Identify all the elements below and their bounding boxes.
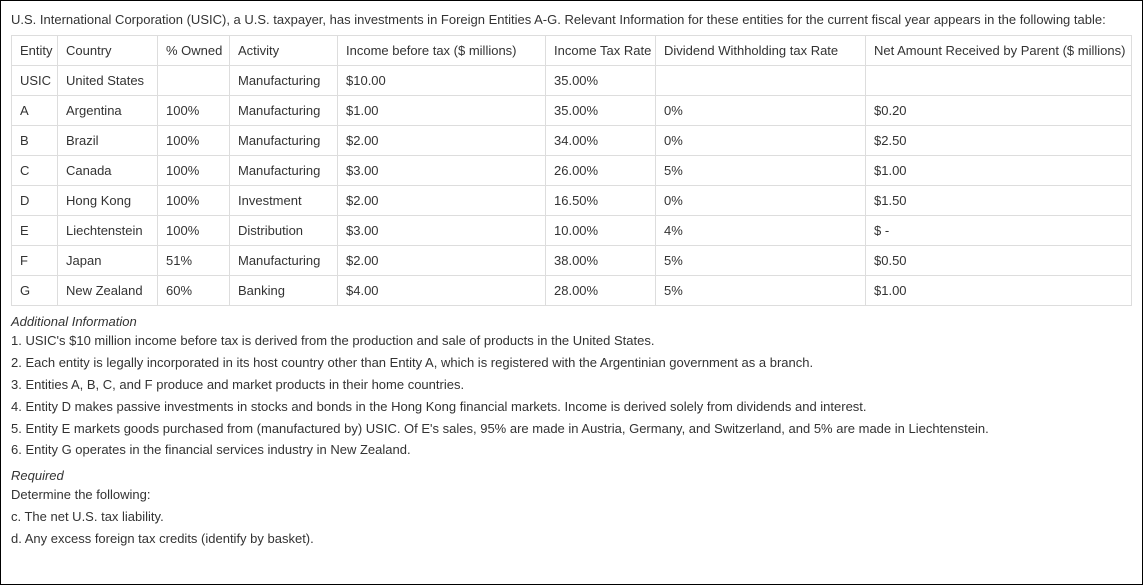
additional-info-heading: Additional Information xyxy=(11,314,1132,329)
required-c: c. The net U.S. tax liability. xyxy=(11,508,1132,527)
col-entity: Entity xyxy=(12,36,58,66)
cell-withhold: 0% xyxy=(656,96,866,126)
col-income: Income before tax ($ millions) xyxy=(338,36,546,66)
table-row: D Hong Kong 100% Investment $2.00 16.50%… xyxy=(12,186,1132,216)
cell-entity: B xyxy=(12,126,58,156)
cell-withhold: 0% xyxy=(656,126,866,156)
cell-income: $10.00 xyxy=(338,66,546,96)
cell-withhold: 4% xyxy=(656,216,866,246)
cell-entity: D xyxy=(12,186,58,216)
cell-country: New Zealand xyxy=(58,276,158,306)
cell-country: Canada xyxy=(58,156,158,186)
cell-taxrate: 38.00% xyxy=(546,246,656,276)
cell-owned: 100% xyxy=(158,156,230,186)
cell-income: $3.00 xyxy=(338,156,546,186)
cell-withhold: 5% xyxy=(656,156,866,186)
cell-entity: USIC xyxy=(12,66,58,96)
cell-taxrate: 35.00% xyxy=(546,96,656,126)
table-row: C Canada 100% Manufacturing $3.00 26.00%… xyxy=(12,156,1132,186)
table-header-row: Entity Country % Owned Activity Income b… xyxy=(12,36,1132,66)
cell-net: $1.00 xyxy=(866,276,1132,306)
cell-owned: 100% xyxy=(158,126,230,156)
table-row: G New Zealand 60% Banking $4.00 28.00% 5… xyxy=(12,276,1132,306)
required-d: d. Any excess foreign tax credits (ident… xyxy=(11,530,1132,549)
cell-activity: Banking xyxy=(230,276,338,306)
col-activity: Activity xyxy=(230,36,338,66)
entities-table: Entity Country % Owned Activity Income b… xyxy=(11,35,1132,306)
cell-activity: Manufacturing xyxy=(230,246,338,276)
cell-net: $ - xyxy=(866,216,1132,246)
cell-taxrate: 34.00% xyxy=(546,126,656,156)
cell-country: Brazil xyxy=(58,126,158,156)
cell-withhold xyxy=(656,66,866,96)
note-1: 1. USIC's $10 million income before tax … xyxy=(11,332,1132,351)
cell-net: $0.50 xyxy=(866,246,1132,276)
col-country: Country xyxy=(58,36,158,66)
note-4: 4. Entity D makes passive investments in… xyxy=(11,398,1132,417)
note-2: 2. Each entity is legally incorporated i… xyxy=(11,354,1132,373)
cell-country: Hong Kong xyxy=(58,186,158,216)
required-intro: Determine the following: xyxy=(11,486,1132,505)
cell-owned xyxy=(158,66,230,96)
col-owned: % Owned xyxy=(158,36,230,66)
col-taxrate: Income Tax Rate xyxy=(546,36,656,66)
cell-owned: 100% xyxy=(158,186,230,216)
cell-entity: C xyxy=(12,156,58,186)
col-net: Net Amount Received by Parent ($ million… xyxy=(866,36,1132,66)
required-heading: Required xyxy=(11,468,1132,483)
cell-owned: 60% xyxy=(158,276,230,306)
cell-entity: G xyxy=(12,276,58,306)
cell-country: Liechtenstein xyxy=(58,216,158,246)
note-6: 6. Entity G operates in the financial se… xyxy=(11,441,1132,460)
intro-text: U.S. International Corporation (USIC), a… xyxy=(11,11,1132,29)
cell-income: $2.00 xyxy=(338,186,546,216)
table-body: USIC United States Manufacturing $10.00 … xyxy=(12,66,1132,306)
note-5: 5. Entity E markets goods purchased from… xyxy=(11,420,1132,439)
cell-withhold: 5% xyxy=(656,276,866,306)
table-row: A Argentina 100% Manufacturing $1.00 35.… xyxy=(12,96,1132,126)
required-list: Determine the following: c. The net U.S.… xyxy=(11,486,1132,549)
cell-taxrate: 26.00% xyxy=(546,156,656,186)
cell-net xyxy=(866,66,1132,96)
table-row: B Brazil 100% Manufacturing $2.00 34.00%… xyxy=(12,126,1132,156)
cell-activity: Manufacturing xyxy=(230,126,338,156)
cell-entity: F xyxy=(12,246,58,276)
table-row: F Japan 51% Manufacturing $2.00 38.00% 5… xyxy=(12,246,1132,276)
cell-entity: A xyxy=(12,96,58,126)
cell-activity: Manufacturing xyxy=(230,156,338,186)
cell-country: Japan xyxy=(58,246,158,276)
cell-income: $2.00 xyxy=(338,246,546,276)
cell-income: $1.00 xyxy=(338,96,546,126)
note-3: 3. Entities A, B, C, and F produce and m… xyxy=(11,376,1132,395)
cell-entity: E xyxy=(12,216,58,246)
cell-withhold: 0% xyxy=(656,186,866,216)
cell-owned: 100% xyxy=(158,216,230,246)
cell-income: $4.00 xyxy=(338,276,546,306)
cell-owned: 100% xyxy=(158,96,230,126)
col-withhold: Dividend Withholding tax Rate xyxy=(656,36,866,66)
cell-country: Argentina xyxy=(58,96,158,126)
cell-taxrate: 28.00% xyxy=(546,276,656,306)
cell-income: $3.00 xyxy=(338,216,546,246)
table-row: USIC United States Manufacturing $10.00 … xyxy=(12,66,1132,96)
table-row: E Liechtenstein 100% Distribution $3.00 … xyxy=(12,216,1132,246)
cell-owned: 51% xyxy=(158,246,230,276)
cell-net: $2.50 xyxy=(866,126,1132,156)
cell-net: $0.20 xyxy=(866,96,1132,126)
cell-withhold: 5% xyxy=(656,246,866,276)
cell-activity: Distribution xyxy=(230,216,338,246)
cell-activity: Manufacturing xyxy=(230,66,338,96)
cell-net: $1.50 xyxy=(866,186,1132,216)
problem-page: U.S. International Corporation (USIC), a… xyxy=(0,0,1143,585)
cell-taxrate: 10.00% xyxy=(546,216,656,246)
additional-info-list: 1. USIC's $10 million income before tax … xyxy=(11,332,1132,460)
cell-income: $2.00 xyxy=(338,126,546,156)
cell-taxrate: 35.00% xyxy=(546,66,656,96)
cell-net: $1.00 xyxy=(866,156,1132,186)
cell-taxrate: 16.50% xyxy=(546,186,656,216)
cell-country: United States xyxy=(58,66,158,96)
cell-activity: Manufacturing xyxy=(230,96,338,126)
cell-activity: Investment xyxy=(230,186,338,216)
